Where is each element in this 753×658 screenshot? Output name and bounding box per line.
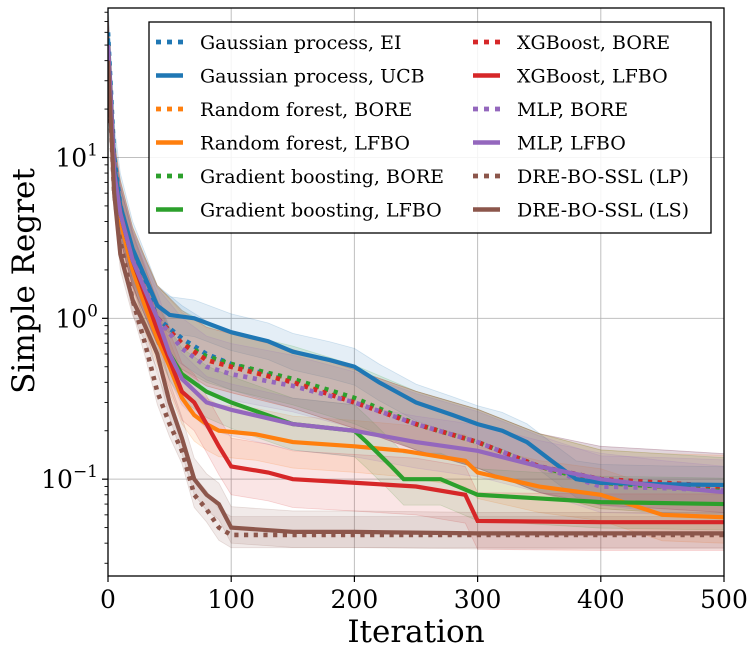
y-tick-base: 10 bbox=[55, 143, 87, 172]
x-tick-label: 0 bbox=[100, 585, 116, 614]
confidence-band bbox=[108, 39, 724, 550]
confidence-band bbox=[108, 20, 724, 504]
y-tick-base: 10 bbox=[55, 304, 87, 333]
y-tick-label: 101 bbox=[55, 140, 98, 172]
legend-label: DRE-BO-SSL (LP) bbox=[517, 166, 689, 188]
x-tick-label: 300 bbox=[454, 585, 502, 614]
legend-label: XGBoost, BORE bbox=[517, 32, 670, 54]
series-line bbox=[108, 44, 724, 493]
x-tick-label: 200 bbox=[331, 585, 379, 614]
series-line bbox=[108, 44, 724, 493]
legend-label: MLP, BORE bbox=[517, 99, 628, 121]
series-line bbox=[108, 60, 724, 536]
series-line bbox=[108, 44, 724, 520]
legend-label: XGBoost, LFBO bbox=[517, 66, 668, 88]
legend-label: MLP, LFBO bbox=[517, 133, 626, 155]
y-axis-label: Simple Regret bbox=[6, 168, 42, 394]
series-lines bbox=[108, 32, 724, 538]
confidence-band bbox=[108, 42, 724, 549]
legend-label: Gradient boosting, BORE bbox=[200, 166, 444, 188]
series-line bbox=[108, 38, 724, 488]
confidence-band bbox=[108, 19, 724, 519]
x-tick-label: 100 bbox=[207, 585, 255, 614]
confidence-band bbox=[108, 12, 724, 517]
legend-label: Gaussian process, EI bbox=[200, 32, 401, 54]
legend-label: Random forest, LFBO bbox=[200, 133, 410, 155]
legend-label: Gaussian process, UCB bbox=[200, 66, 425, 88]
y-tick-label: 10−1 bbox=[41, 462, 98, 494]
legend-label: DRE-BO-SSL (LS) bbox=[517, 200, 689, 222]
x-tick-label: 500 bbox=[700, 585, 748, 614]
confidence-band bbox=[108, 12, 724, 515]
legend-frame bbox=[148, 21, 712, 234]
series-line bbox=[108, 44, 724, 489]
x-axis-label: Iteration bbox=[347, 614, 484, 650]
legend-label: Random forest, BORE bbox=[200, 99, 412, 121]
legend-label: Gradient boosting, LFBO bbox=[200, 200, 442, 222]
axis-ticks bbox=[102, 11, 725, 582]
y-tick-base: 10 bbox=[41, 465, 73, 494]
confidence-band bbox=[108, 12, 724, 513]
series-line bbox=[108, 44, 724, 495]
x-tick-label: 400 bbox=[577, 585, 625, 614]
y-tick-exponent: −1 bbox=[73, 462, 98, 482]
legend: Gaussian process, EI Gaussian process, UC… bbox=[148, 21, 712, 234]
y-tick-exponent: 0 bbox=[87, 301, 98, 321]
confidence-band bbox=[108, 14, 724, 517]
y-tick-exponent: 1 bbox=[87, 140, 98, 160]
plot-frame bbox=[107, 7, 725, 577]
y-tick-label: 100 bbox=[55, 301, 98, 333]
